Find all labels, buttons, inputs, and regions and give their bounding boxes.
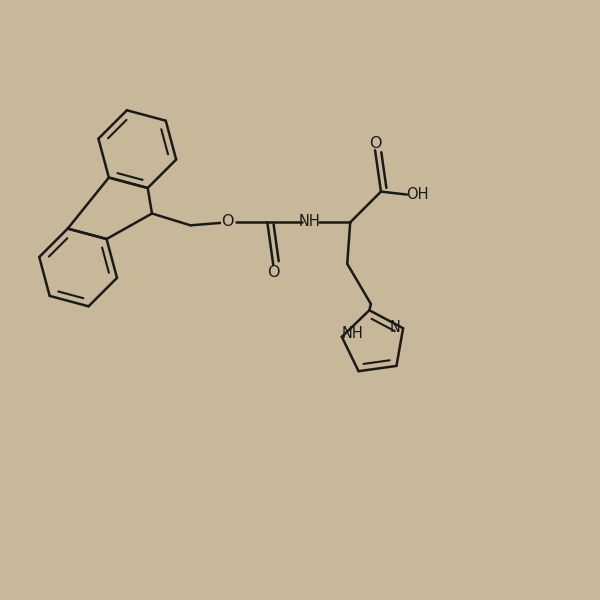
- Text: OH: OH: [406, 187, 429, 202]
- Text: NH: NH: [341, 326, 364, 341]
- Text: N: N: [389, 320, 400, 335]
- Text: O: O: [221, 214, 234, 229]
- Text: NH: NH: [299, 214, 321, 229]
- Text: O: O: [267, 265, 280, 280]
- Text: O: O: [369, 136, 381, 151]
- Text: O: O: [221, 214, 234, 229]
